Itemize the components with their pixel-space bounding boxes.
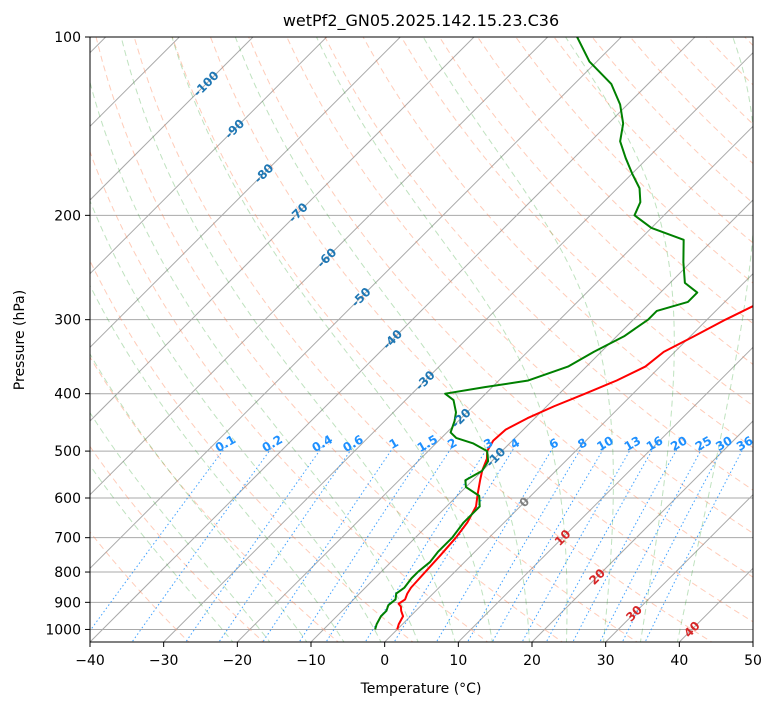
y-tick-label: 400 bbox=[54, 387, 81, 403]
x-tick-label: 20 bbox=[523, 653, 541, 669]
moist-adiabat bbox=[120, 37, 456, 642]
moist-adiabat bbox=[676, 37, 753, 642]
dry-adiabat bbox=[90, 356, 339, 642]
x-tick-label: −10 bbox=[296, 653, 326, 669]
mixing-ratio-line bbox=[298, 445, 429, 642]
isotherm-line bbox=[90, 37, 475, 422]
moist-adiabat bbox=[565, 37, 675, 642]
mixing-ratio-line bbox=[325, 445, 454, 642]
dry-adiabat bbox=[324, 37, 753, 491]
x-tick-label: 10 bbox=[449, 653, 467, 669]
moist-adiabats bbox=[90, 37, 753, 642]
isotherm-line bbox=[90, 37, 623, 570]
pressure-gridlines bbox=[90, 37, 753, 630]
dry-adiabat bbox=[133, 37, 638, 642]
moist-adiabat bbox=[90, 464, 234, 642]
moist-adiabat bbox=[90, 199, 382, 642]
dewpoint-profile bbox=[374, 37, 699, 630]
moist-adiabat bbox=[90, 411, 271, 642]
x-tick-label: −20 bbox=[223, 653, 253, 669]
y-tick-label: 900 bbox=[54, 595, 81, 611]
moist-adiabat bbox=[171, 37, 493, 642]
y-tick-label: 1000 bbox=[45, 622, 81, 638]
dry-adiabat bbox=[286, 37, 753, 534]
sounding-profiles bbox=[374, 37, 753, 630]
y-tick-label: 200 bbox=[54, 208, 81, 224]
axis-ticks: −40 −30 −20 −10 0 10 20 30 40 50 100 200 300 400 500 60… bbox=[45, 30, 762, 669]
mixing-ratio-label: 36 bbox=[734, 433, 755, 453]
dry-adiabats bbox=[90, 37, 753, 642]
mixing-ratio-line bbox=[218, 445, 355, 642]
mixing-ratio-line bbox=[572, 445, 680, 642]
skewed-isotherms bbox=[90, 37, 753, 642]
dry-adiabat bbox=[439, 37, 753, 366]
x-tick-label: 30 bbox=[597, 653, 615, 669]
mixing-ratio-line bbox=[262, 445, 395, 642]
isotherm-line bbox=[90, 37, 696, 642]
y-tick-label: 800 bbox=[54, 565, 81, 581]
dry-adiabat bbox=[477, 37, 753, 325]
x-axis-title: Temperature (°C) bbox=[360, 681, 482, 697]
mixing-ratio-line bbox=[131, 445, 274, 642]
mixing-ratio-lines bbox=[90, 445, 745, 642]
isotherm-line bbox=[90, 37, 254, 201]
y-tick-label: 600 bbox=[54, 491, 81, 507]
x-tick-label: −40 bbox=[75, 653, 105, 669]
y-axis-title: Pressure (hPa) bbox=[12, 290, 28, 390]
dry-adiabat bbox=[248, 37, 753, 578]
mixing-ratio-line bbox=[599, 445, 704, 642]
moist-adiabat bbox=[234, 37, 530, 642]
y-tick-label: 300 bbox=[54, 313, 81, 329]
mixing-ratio-line bbox=[491, 445, 606, 642]
mixing-ratio-line bbox=[393, 445, 516, 642]
moist-adiabat bbox=[90, 80, 419, 642]
isotherm-line bbox=[457, 346, 753, 642]
isotherm-line bbox=[90, 37, 402, 349]
isotherm-line bbox=[90, 37, 328, 275]
dry-adiabat bbox=[362, 37, 753, 449]
moist-adiabat bbox=[90, 353, 308, 642]
isotherm-line bbox=[531, 420, 753, 642]
chart-title: wetPf2_GN05.2025.142.15.23.C36 bbox=[283, 11, 559, 31]
dry-adiabat bbox=[171, 37, 713, 642]
temperature-profile bbox=[396, 305, 753, 630]
dry-adiabat bbox=[400, 37, 753, 407]
moist-adiabat bbox=[422, 37, 614, 642]
moist-adiabat bbox=[90, 284, 345, 642]
mixing-ratio-line bbox=[466, 445, 584, 642]
x-tick-label: 40 bbox=[670, 653, 688, 669]
isotherm-line bbox=[162, 51, 753, 642]
isotherm-line bbox=[236, 125, 753, 642]
isotherm-line bbox=[90, 37, 549, 496]
x-tick-label: −30 bbox=[149, 653, 179, 669]
dry-adiabat bbox=[90, 445, 265, 642]
dry-adiabat bbox=[90, 259, 414, 642]
dry-adiabat bbox=[95, 37, 564, 642]
isotherm-line bbox=[383, 272, 753, 642]
plot-frame bbox=[89, 36, 754, 643]
x-tick-label: 50 bbox=[744, 653, 762, 669]
y-tick-label: 500 bbox=[54, 444, 81, 460]
moist-adiabat bbox=[316, 37, 568, 642]
y-tick-label: 700 bbox=[54, 531, 81, 547]
y-tick-label: 100 bbox=[54, 30, 81, 46]
mixing-ratio-line bbox=[185, 445, 324, 642]
isotherm-line bbox=[310, 199, 753, 642]
isotherm-line bbox=[604, 493, 753, 642]
x-tick-label: 0 bbox=[380, 653, 389, 669]
dry-adiabat bbox=[210, 37, 753, 623]
